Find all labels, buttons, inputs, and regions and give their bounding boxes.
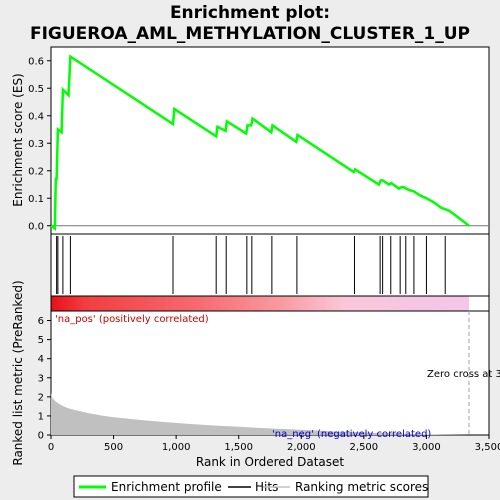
metric-y-tick-label: 0 (38, 431, 44, 442)
legend-label-metric: Ranking metric scores (295, 480, 428, 494)
es-y-tick-label: 0.3 (28, 139, 44, 150)
chart-title-line-2: FIGUEROA_AML_METHYLATION_CLUSTER_1_UP (30, 24, 470, 44)
es-y-axis-label: Enrichment score (ES) (11, 73, 25, 206)
metric-y-tick-label: 3 (38, 373, 44, 384)
metric-y-tick-label: 5 (38, 335, 44, 346)
metric-y-tick-label: 4 (38, 354, 44, 365)
x-tick-label: 2,500 (350, 442, 379, 453)
metric-y-tick-label: 1 (38, 411, 44, 422)
es-y-tick-label: 0.6 (28, 56, 44, 67)
enrichment-profile-line (50, 54, 470, 231)
es-plot-area (50, 46, 490, 235)
zero-cross-label: Zero cross at 3 (427, 369, 500, 380)
x-tick-label: 2,000 (287, 442, 316, 453)
x-tick-label: 3,000 (412, 442, 441, 453)
x-tick-label: 3,500 (475, 442, 500, 453)
es-y-tick-label: 0.2 (28, 166, 44, 177)
pos-correlated-label: 'na_pos' (positively correlated) (55, 314, 209, 325)
x-axis-label: Rank in Ordered Dataset (196, 455, 344, 469)
es-y-tick-label: 0.1 (28, 194, 44, 205)
legend-label-enrichment: Enrichment profile (111, 480, 222, 494)
x-tick-label: 1,500 (224, 442, 253, 453)
x-tick-label: 500 (104, 442, 123, 453)
es-y-tick-label: 0.4 (28, 111, 44, 122)
metric-plot-area (50, 310, 490, 436)
es-y-tick-label: 0.0 (28, 221, 44, 232)
metric-y-axis-label: Ranked list metric (PreRanked) (11, 280, 25, 465)
x-tick-label: 0 (48, 442, 54, 453)
ranking-metric-area (51, 393, 469, 435)
x-tick-label: 1,000 (162, 442, 191, 453)
metric-y-tick-label: 2 (38, 392, 44, 403)
rank-colorbar (51, 296, 469, 311)
neg-correlated-label: 'na_neg' (negatively correlated) (272, 429, 431, 440)
hits-panel (50, 233, 490, 297)
es-y-tick-label: 0.5 (28, 84, 44, 95)
metric-y-tick-label: 6 (38, 316, 44, 327)
chart-title-line-1: Enrichment plot: (170, 3, 330, 23)
